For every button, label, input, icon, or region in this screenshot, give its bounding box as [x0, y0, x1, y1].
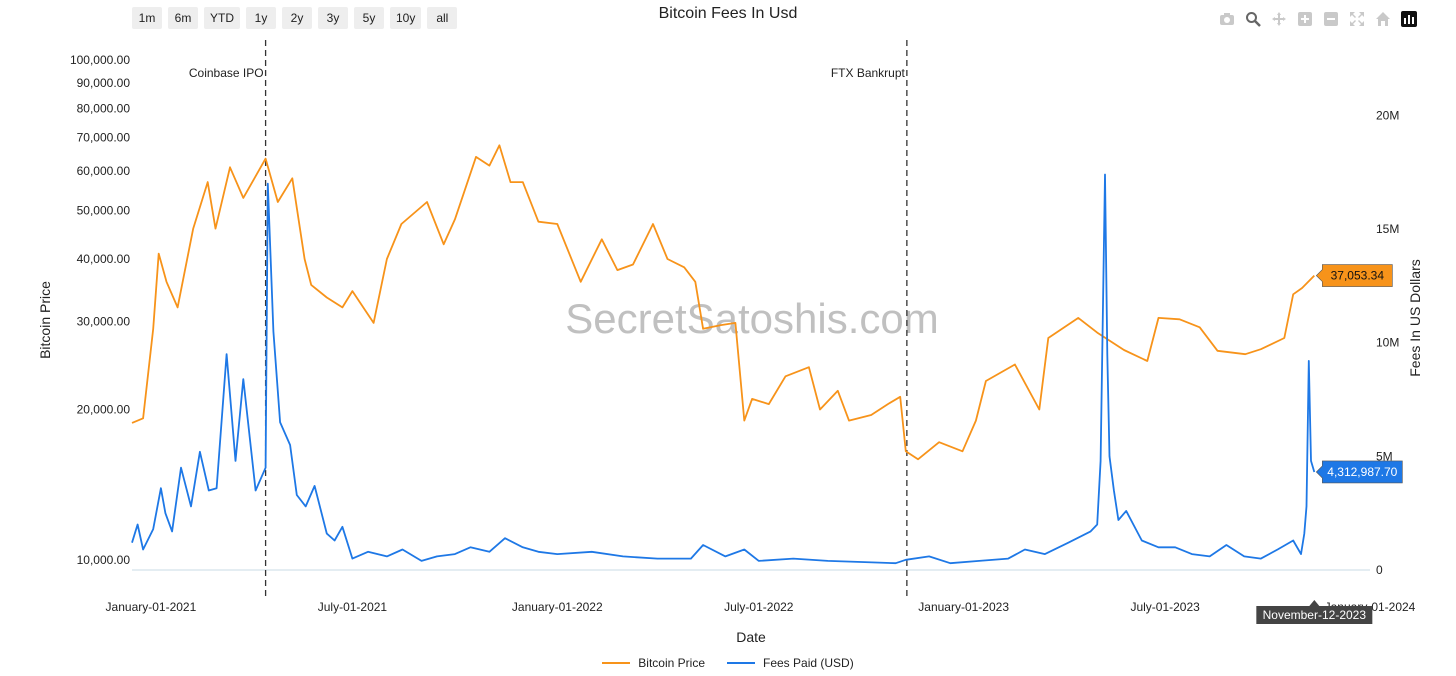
pan-icon[interactable]	[1270, 10, 1288, 28]
y-right-axis-title: Fees In US Dollars	[1407, 259, 1423, 376]
legend-label-fees: Fees Paid (USD)	[763, 656, 854, 670]
annotation-label: FTX Bankrupt	[831, 66, 906, 80]
left-tick-label: 70,000.00	[77, 130, 131, 144]
watermark-text: SecretSatoshis.com	[565, 295, 939, 342]
legend: Bitcoin Price Fees Paid (USD)	[0, 656, 1456, 670]
right-tick-label: 20M	[1376, 108, 1399, 122]
left-tick-label: 80,000.00	[77, 101, 131, 115]
range-selector: 1m 6m YTD 1y 2y 3y 5y 10y all	[132, 7, 458, 29]
left-tick-label: 30,000.00	[77, 314, 131, 328]
right-tick-label: 15M	[1376, 222, 1399, 236]
x-tick-label: January-01-2023	[918, 600, 1009, 614]
legend-swatch-fees	[727, 662, 755, 664]
range-button-1y[interactable]: 1y	[246, 7, 276, 29]
x-tick-label: July-01-2023	[1130, 600, 1200, 614]
date-hover-label: November-12-2023	[1263, 608, 1367, 622]
x-tick-label: January-01-2021	[106, 600, 197, 614]
plotly-logo-icon[interactable]	[1400, 10, 1418, 28]
price-line	[131, 144, 1315, 461]
y-left-axis-title: Bitcoin Price	[37, 281, 53, 359]
range-button-all[interactable]: all	[427, 7, 458, 29]
annotation-label: Coinbase IPO	[189, 66, 264, 80]
left-tick-label: 10,000.00	[77, 553, 131, 567]
camera-icon[interactable]	[1218, 10, 1236, 28]
modebar	[1218, 10, 1418, 28]
right-tick-label: 10M	[1376, 336, 1399, 350]
fees-hover-label: 4,312,987.70	[1327, 465, 1397, 479]
left-tick-label: 60,000.00	[77, 164, 131, 178]
legend-label-price: Bitcoin Price	[638, 656, 705, 670]
left-tick-label: 50,000.00	[77, 204, 131, 218]
right-tick-label: 5M	[1376, 449, 1393, 463]
range-button-ytd[interactable]: YTD	[204, 7, 240, 29]
range-button-5y[interactable]: 5y	[354, 7, 384, 29]
range-button-2y[interactable]: 2y	[282, 7, 312, 29]
legend-swatch-price	[602, 662, 631, 664]
legend-item-fees[interactable]: Fees Paid (USD)	[727, 656, 854, 670]
x-tick-label: January-01-2022	[512, 600, 603, 614]
price-hover-label: 37,053.34	[1331, 269, 1385, 283]
left-tick-label: 90,000.00	[77, 76, 131, 90]
fees-line	[131, 173, 1316, 565]
legend-item-price[interactable]: Bitcoin Price	[602, 656, 705, 670]
x-axis-title: Date	[736, 629, 766, 645]
range-button-10y[interactable]: 10y	[390, 7, 422, 29]
autoscale-icon[interactable]	[1348, 10, 1366, 28]
date-hover-box	[1256, 600, 1373, 624]
chart-title: Bitcoin Fees In Usd	[658, 5, 798, 22]
fees-hover-box	[1315, 460, 1403, 484]
zoom-out-icon[interactable]	[1322, 10, 1340, 28]
right-tick-label: 0	[1376, 563, 1383, 577]
zoom-in-icon[interactable]	[1296, 10, 1314, 28]
range-button-6m[interactable]: 6m	[168, 7, 198, 29]
x-tick-label: July-01-2021	[318, 600, 388, 614]
reset-axes-icon[interactable]	[1374, 10, 1392, 28]
left-tick-label: 20,000.00	[77, 402, 131, 416]
price-hover-box	[1315, 264, 1393, 287]
left-tick-label: 40,000.00	[77, 252, 131, 266]
range-button-1m[interactable]: 1m	[132, 7, 162, 29]
zoom-icon[interactable]	[1244, 10, 1262, 28]
x-tick-label: July-01-2022	[724, 600, 794, 614]
range-button-3y[interactable]: 3y	[318, 7, 348, 29]
left-tick-label: 100,000.00	[70, 53, 130, 67]
